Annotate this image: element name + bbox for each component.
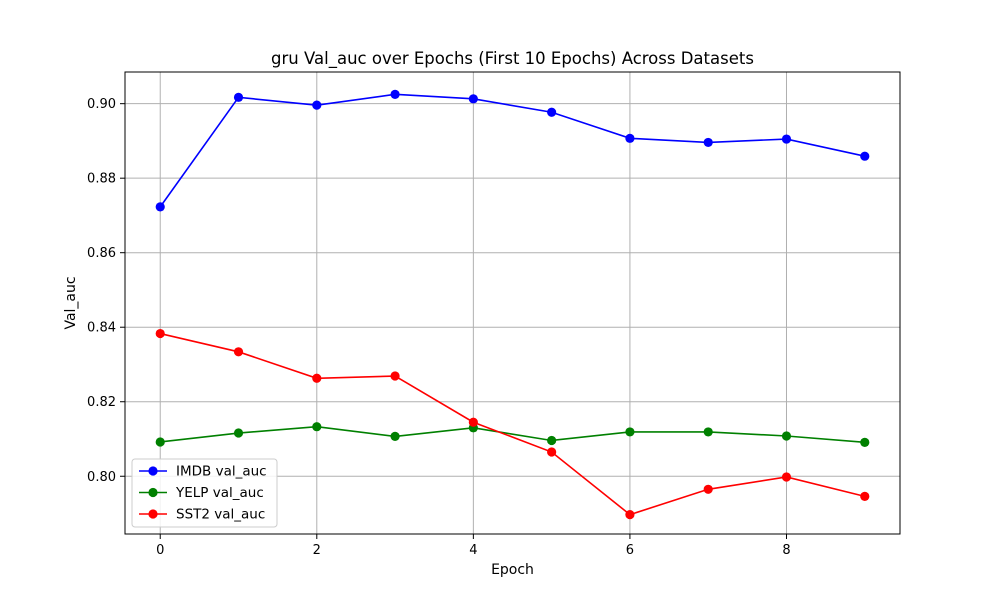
data-point [703,484,713,494]
data-point [155,202,165,212]
legend-marker-0 [148,466,158,476]
y-axis-label: Val_auc [63,276,79,329]
axis-ticks: 0 2 4 6 8 0.80 0.82 0.84 0.86 0.88 0.90 [87,97,791,558]
data-point [468,94,478,104]
data-point [625,427,635,437]
grid-lines [125,72,900,534]
data-point [312,100,322,110]
data-point [860,491,870,501]
data-point [233,428,244,438]
legend-label-1: YELP val_auc [175,485,264,501]
y-tick-label: 0.90 [87,97,116,112]
series-line-2 [160,332,865,516]
y-tick-label: 0.80 [87,470,116,485]
chart-title: gru Val_auc over Epochs (First 10 Epochs… [271,49,754,69]
data-point [155,328,165,339]
legend-marker-2 [148,509,158,519]
data-point [860,151,870,161]
y-tick-label: 0.84 [87,321,116,336]
x-tick-label: 0 [156,543,164,558]
y-tick-label: 0.88 [87,172,116,187]
x-tick-label: 4 [469,543,477,558]
data-point [703,427,713,437]
legend-label-2: SST2 val_auc [176,507,265,523]
data-point [547,435,557,446]
x-tick-label: 2 [313,543,321,558]
data-point [390,371,400,381]
data-point [781,134,792,144]
series-group [155,89,870,520]
data-point [312,422,322,432]
data-point [781,431,792,441]
data-point [625,510,635,520]
data-point [781,472,792,482]
legend-box [131,458,278,528]
data-point [233,347,244,357]
plot-frame [124,71,901,535]
legend: IMDB val_auc YELP val_auc SST2 val_auc [131,458,278,528]
data-point [547,447,557,457]
data-point [625,133,635,143]
legend-marker-1 [148,487,158,498]
data-point [703,137,713,148]
data-point [860,437,870,447]
x-axis-label: Epoch [491,562,534,578]
y-tick-label: 0.86 [87,246,116,261]
data-point [390,431,400,441]
data-point [233,92,244,102]
data-point [390,89,400,99]
data-point [155,437,165,447]
data-point [547,107,557,117]
series-line-0 [159,93,865,208]
data-point [312,373,322,383]
series-line-1 [160,425,865,444]
y-tick-label: 0.82 [87,395,116,410]
x-tick-label: 8 [782,543,790,558]
x-tick-label: 6 [626,543,634,558]
data-point [468,417,478,427]
legend-label-0: IMDB val_auc [176,464,267,480]
